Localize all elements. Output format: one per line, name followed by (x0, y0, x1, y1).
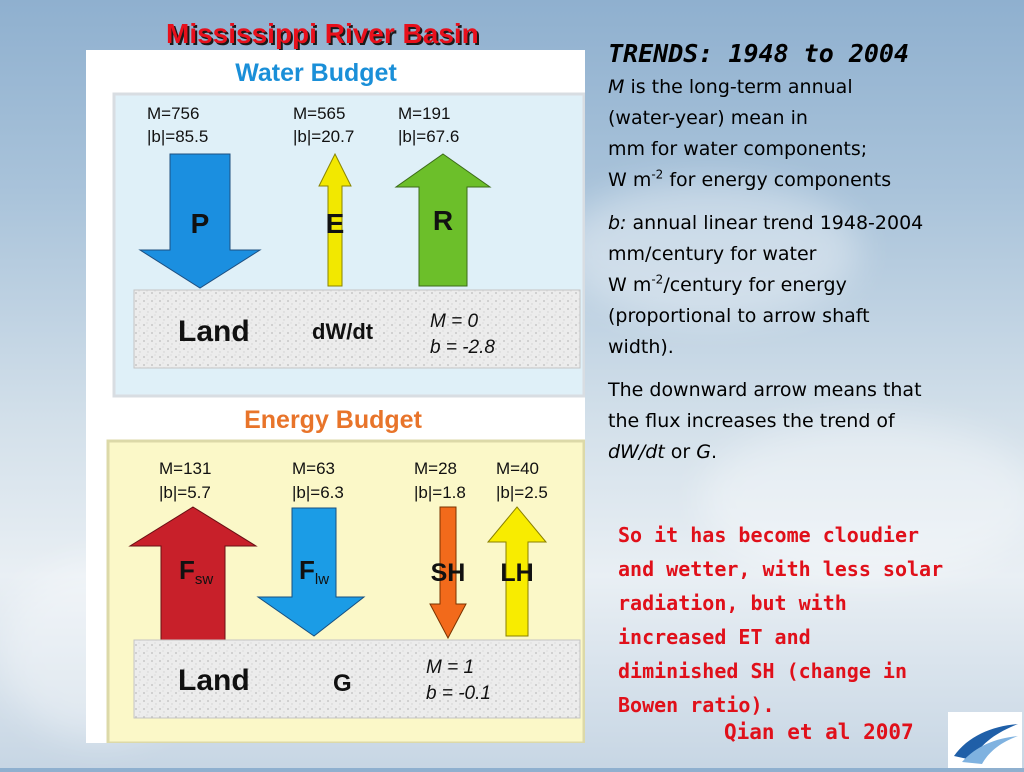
water-storage-label: dW/dt (312, 319, 374, 344)
flux-flw-mean: M=63 (292, 459, 335, 478)
notes-panel: TRENDS: 1948 to 2004 M is the long-term … (608, 36, 1012, 480)
m-def-line3: mm for water components; (608, 138, 868, 160)
energy-storage-label: G (333, 670, 352, 697)
energy-land-box: Land G M = 1 b = -0.1 (133, 639, 581, 719)
flux-fsw-symbol-main: F (179, 555, 195, 585)
budget-diagram: Water Budget M=756 |b|=85.5 P M=565 |b|=… (86, 50, 585, 743)
arrow-r-up (394, 153, 492, 287)
m-def-unit-exponent: -2 (651, 167, 664, 182)
water-budget-heading: Water Budget (235, 59, 397, 87)
m-definition: M is the long-term annual (water-year) m… (608, 72, 1012, 196)
arrow-note-dwdt: dW/dt (608, 441, 665, 463)
water-land-box: Land dW/dt M = 0 b = -2.8 (133, 289, 581, 369)
b-def-unit-end: /century for energy (663, 274, 847, 296)
energy-flux-lh: M=40 |b|=2.5 LH (486, 459, 548, 637)
flux-flw-symbol: Flw (299, 555, 329, 588)
flux-p-trend: |b|=85.5 (147, 127, 208, 146)
flux-sh-trend: |b|=1.8 (414, 483, 466, 502)
slide-title: Mississippi River Basin (166, 18, 479, 49)
flux-flw-symbol-main: F (299, 555, 315, 585)
energy-storage-trend: b = -0.1 (426, 683, 491, 704)
arrow-note-line1: The downward arrow means that (608, 379, 922, 401)
energy-flux-fsw: M=131 |b|=5.7 Fsw (128, 459, 258, 642)
conclusion-line: increased ET and (618, 625, 811, 649)
flux-fsw-mean: M=131 (159, 459, 211, 478)
arrow-sh-down (429, 506, 467, 640)
m-def-symbol: M (608, 76, 625, 98)
b-def-text1: annual linear trend 1948-2004 (626, 212, 924, 234)
flux-lh-mean: M=40 (496, 459, 539, 478)
flux-lh-symbol: LH (500, 559, 533, 587)
energy-land-label: Land (178, 664, 250, 697)
b-def-line5: width). (608, 336, 674, 358)
b-def-unit: W m (608, 274, 652, 296)
flux-sh-mean: M=28 (414, 459, 457, 478)
m-def-line2: (water-year) mean in (608, 107, 808, 129)
flux-flw-symbol-sub: lw (315, 571, 329, 588)
trends-heading: TRENDS: 1948 to 2004 (608, 39, 910, 68)
water-land-label: Land (178, 315, 250, 348)
water-storage-trend: b = -2.8 (430, 337, 495, 358)
b-def-line3: W m-2/century for energy (608, 270, 1012, 301)
water-flux-r: M=191 |b|=67.6 R (394, 104, 492, 287)
flux-lh-trend: |b|=2.5 (496, 483, 548, 502)
arrow-flw-down (256, 507, 366, 637)
b-def-line1: b: annual linear trend 1948-2004 (608, 208, 1012, 239)
flux-sh-symbol: SH (431, 559, 466, 587)
m-def-text1: is the long-term annual (624, 76, 853, 98)
b-def-line4: (proportional to arrow shaft (608, 305, 870, 327)
m-def-unit: W m (608, 169, 652, 191)
b-definition: b: annual linear trend 1948-2004 mm/cent… (608, 208, 1012, 363)
flux-flw-trend: |b|=6.3 (292, 483, 344, 502)
flux-r-symbol: R (433, 205, 453, 236)
water-flux-e: M=565 |b|=20.7 E (293, 104, 354, 287)
conclusion-line: radiation, but with (618, 591, 847, 615)
conclusion-line: diminished SH (change in (618, 659, 907, 683)
energy-storage-mean: M = 1 (426, 657, 474, 678)
energy-budget-heading: Energy Budget (244, 406, 422, 434)
flux-r-trend: |b|=67.6 (398, 127, 459, 146)
m-def-line4: W m-2 for energy components (608, 165, 1012, 196)
flux-e-mean: M=565 (293, 104, 345, 123)
arrow-note-or: or (664, 441, 697, 463)
m-def-unit-end: for energy components (663, 169, 892, 191)
arrow-note-period: . (711, 441, 718, 463)
flux-p-mean: M=756 (147, 104, 199, 123)
flux-r-mean: M=191 (398, 104, 450, 123)
conclusion-text: So it has become cloudier and wetter, wi… (618, 518, 1008, 722)
conclusion-line: and wetter, with less solar (618, 557, 944, 581)
swoosh-logo-icon (954, 724, 1018, 764)
flux-fsw-trend: |b|=5.7 (159, 483, 211, 502)
arrow-note-line2: the flux increases the trend of (608, 410, 895, 432)
b-def-symbol: b: (608, 212, 627, 234)
flux-fsw-symbol: Fsw (179, 555, 213, 588)
conclusion-line: Bowen ratio). (618, 693, 775, 717)
m-def-line1: M is the long-term annual (608, 72, 1012, 103)
arrow-lh-up (486, 506, 548, 637)
energy-flux-flw: M=63 |b|=6.3 Flw (256, 459, 366, 637)
citation: Qian et al 2007 (724, 720, 914, 744)
b-def-unit-exponent: -2 (651, 272, 664, 287)
arrow-note-g: G (696, 441, 712, 463)
b-def-line2: mm/century for water (608, 243, 817, 265)
organization-logo (948, 712, 1022, 768)
flux-fsw-symbol-sub: sw (195, 571, 214, 588)
flux-e-trend: |b|=20.7 (293, 127, 354, 146)
energy-flux-sh: M=28 |b|=1.8 SH (414, 459, 467, 640)
arrow-note-line3: dW/dt or G. (608, 437, 1012, 468)
arrow-e-up (318, 152, 352, 287)
water-storage-mean: M = 0 (430, 311, 478, 332)
flux-p-symbol: P (191, 208, 210, 239)
flux-e-symbol: E (326, 208, 345, 239)
arrow-p-down (138, 153, 262, 289)
budget-diagram-svg: Water Budget M=756 |b|=85.5 P M=565 |b|=… (106, 59, 585, 743)
conclusion-line: So it has become cloudier (618, 523, 920, 547)
arrow-note: The downward arrow means that the flux i… (608, 375, 1012, 468)
water-flux-p: M=756 |b|=85.5 P (138, 104, 262, 289)
